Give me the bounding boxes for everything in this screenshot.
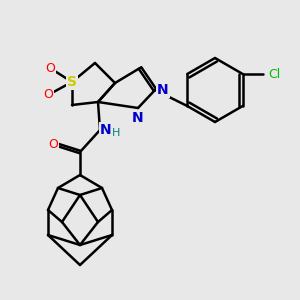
Text: O: O (43, 88, 53, 101)
Text: N: N (157, 83, 169, 97)
Text: S: S (67, 75, 77, 89)
Text: N: N (100, 123, 112, 137)
Text: H: H (112, 128, 120, 138)
Text: O: O (45, 61, 55, 74)
Text: N: N (132, 111, 144, 125)
Text: O: O (48, 139, 58, 152)
Text: Cl: Cl (268, 68, 281, 80)
